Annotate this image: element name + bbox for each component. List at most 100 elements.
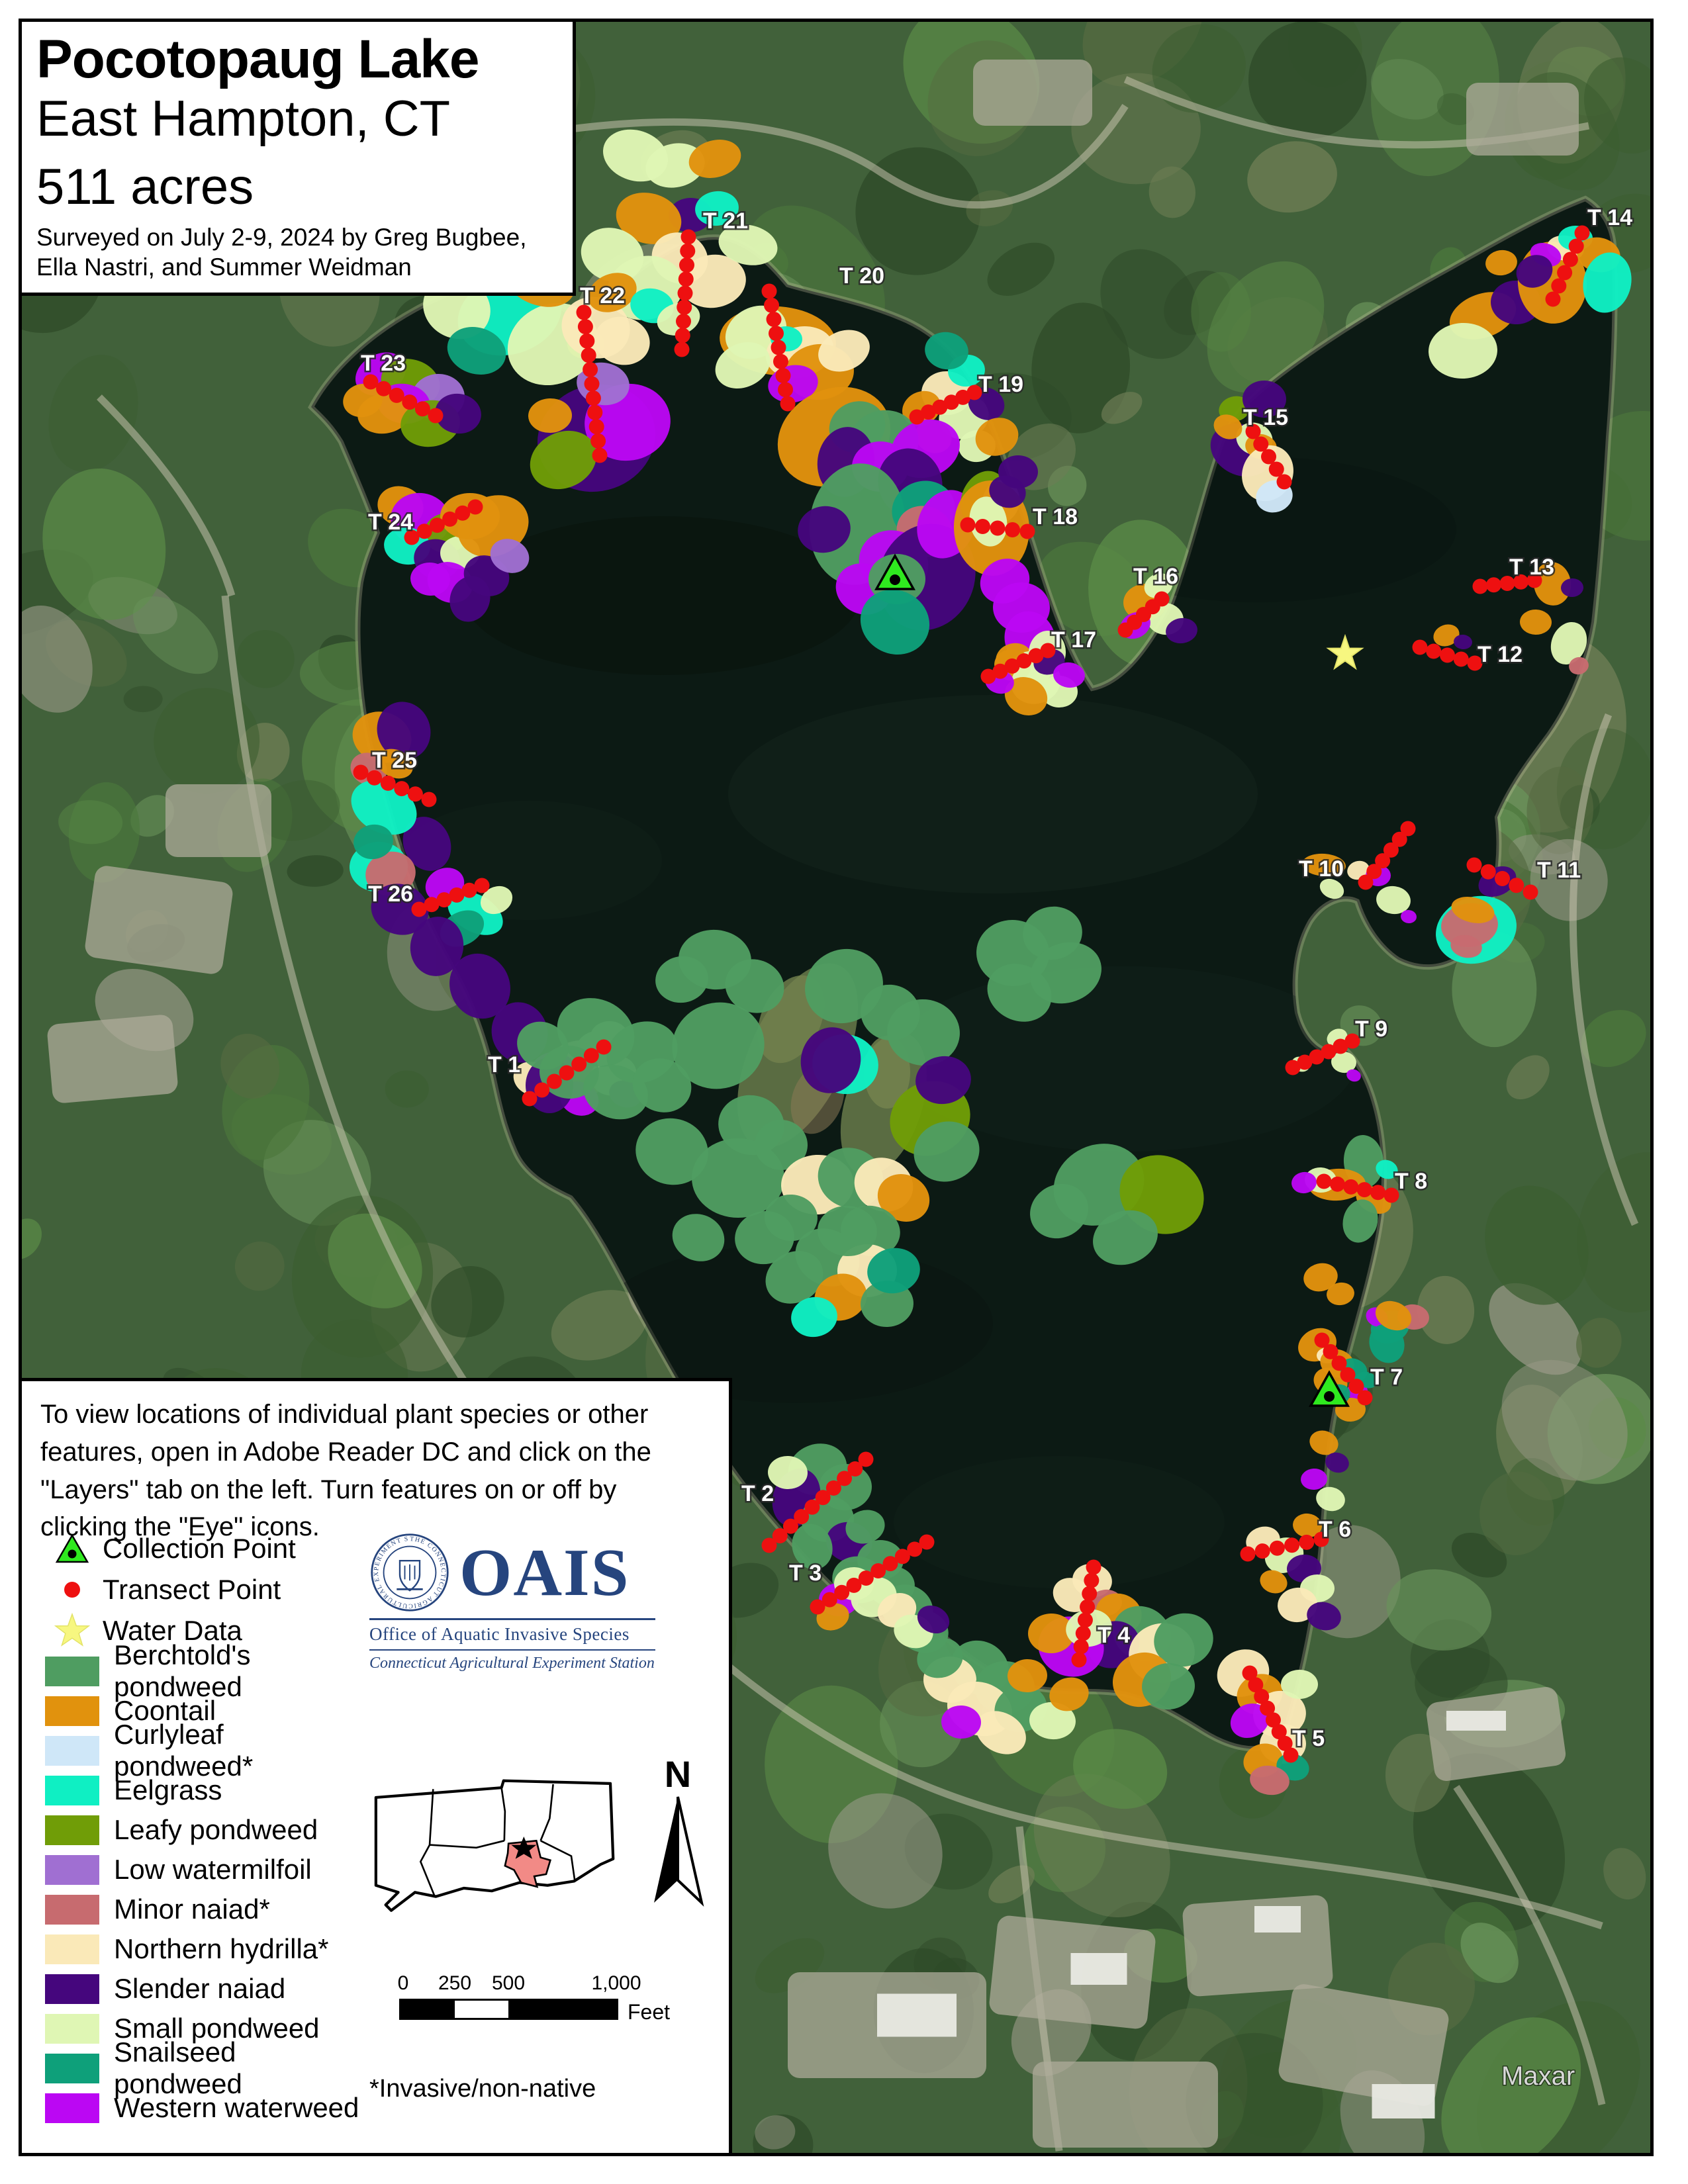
legend-item-species: Northern hydrilla*	[42, 1929, 359, 1969]
transect-label: T 22	[580, 283, 625, 308]
transect-label: T 14	[1587, 205, 1632, 230]
transect-point-dot	[546, 1073, 562, 1089]
transect-point-dot	[960, 517, 976, 533]
scale-bar-graphic	[399, 1999, 618, 2020]
transect-point-dot	[1366, 864, 1382, 880]
transect-point-dot	[980, 668, 996, 684]
transect-label: T 11	[1537, 858, 1581, 883]
oais-logo: THE CONNECTICUT AGRICULTURAL EXPERIMENT …	[369, 1532, 664, 1672]
legend-box: To view locations of individual plant sp…	[19, 1378, 732, 2156]
transect-point-dot	[376, 381, 392, 396]
north-label: N	[664, 1753, 692, 1795]
lake-location-star-icon	[511, 1836, 537, 1859]
transect-point-dot	[907, 1541, 923, 1557]
transect-point-dot	[429, 518, 445, 533]
transect-label: T 3	[789, 1561, 821, 1586]
species-legend-list: Berchtold's pondweed Coontail Curlyleaf po…	[42, 1639, 359, 2128]
transect-point-dot	[587, 404, 603, 420]
transect-label: T 5	[1292, 1726, 1325, 1751]
species-label: Western waterweed	[114, 2092, 359, 2123]
transect-point-dot	[1242, 1665, 1258, 1681]
transect-point-dot	[1343, 1179, 1359, 1195]
transect-point-dot	[584, 376, 600, 392]
transect-point-dot	[583, 1048, 599, 1064]
connecticut-inset-map	[374, 1779, 615, 1912]
transect-point-dot	[1486, 577, 1501, 593]
lake-location: East Hampton, CT	[36, 91, 451, 148]
transect-point-dot	[1253, 436, 1269, 452]
transect-label: T 10	[1299, 856, 1344, 882]
transect-point-dot	[581, 347, 596, 363]
transect-label: T 13	[1509, 555, 1554, 580]
species-color-swatch	[45, 2053, 99, 2083]
transect-point-dot	[1453, 651, 1469, 667]
transect-point-dot	[1080, 1599, 1096, 1615]
transect-point-dot	[761, 1537, 777, 1553]
transect-point-dot	[411, 901, 427, 917]
transect-point-dot	[678, 271, 694, 287]
transect-point-dot	[677, 285, 693, 301]
transect-point-dot	[583, 361, 598, 377]
legend-item-species: Western waterweed	[42, 2088, 359, 2128]
transect-point-dot	[534, 1082, 550, 1098]
scale-unit: Feet	[628, 2000, 671, 2024]
north-arrow-icon	[654, 1796, 704, 1907]
transect-point-dot	[596, 1039, 612, 1055]
transect-point-dot	[677, 299, 692, 315]
transect-point-dot	[858, 1451, 874, 1467]
transect-point-dot	[467, 499, 483, 515]
transect-point-dot	[932, 399, 948, 415]
species-color-swatch	[45, 1656, 99, 1686]
transect-label: T 18	[1033, 504, 1078, 529]
transect-point-dot	[1004, 658, 1020, 674]
transect-label: T 16	[1133, 564, 1178, 589]
transect-label: T 1	[488, 1052, 520, 1077]
transect-point-dot	[588, 419, 604, 435]
plant-bed-polygons	[343, 129, 1632, 1796]
transect-point-dot	[1254, 1543, 1270, 1559]
scale-bar: 0 250 500 1,000 Feet	[398, 1972, 710, 2024]
transect-label: T 9	[1355, 1017, 1387, 1042]
transect-point-dot	[436, 892, 452, 908]
legend-item-species: Eelgrass	[42, 1770, 359, 1810]
species-label: Snailseed pondweed	[114, 2036, 242, 2099]
species-color-swatch	[45, 2013, 99, 2044]
transect-point-dot	[804, 1499, 820, 1515]
transect-point-dot	[1523, 884, 1538, 900]
transect-point-dot	[394, 781, 410, 797]
layers-instructions: To view locations of individual plant sp…	[40, 1400, 651, 1542]
transect-point-dot	[769, 326, 784, 341]
transect-point-dot	[461, 882, 477, 898]
transect-point-dot	[1383, 842, 1399, 858]
transect-point-dot	[1016, 653, 1032, 669]
legend-items: Collection Point Transect Point Water Da…	[42, 1528, 359, 2128]
transect-point-dot	[416, 523, 432, 539]
transect-point-dot	[1254, 1688, 1270, 1704]
transect-point-dot	[772, 1528, 788, 1544]
transect-point-dot	[1284, 1537, 1300, 1553]
transect-point-dot	[1495, 871, 1510, 886]
transect-point-dot	[1391, 831, 1407, 847]
transect-point-dot	[771, 340, 786, 355]
satellite-basemap: T 1 T 2 T 3 T 4 T 5 T 6 T 7 T 8 T 9 T 10 T 11 T 12 T…	[22, 22, 1650, 2153]
transect-point-dot	[1329, 1176, 1345, 1192]
transect-point-dot	[858, 1570, 874, 1586]
transect-point-dot	[1277, 1735, 1293, 1751]
species-label: Curlyleaf pondweed*	[114, 1719, 254, 1782]
transect-point-dot	[1344, 1033, 1360, 1049]
transect-point-dot	[920, 404, 936, 420]
transect-point-dot	[847, 1461, 863, 1477]
transect-point-dot	[1313, 1531, 1329, 1547]
caes-station-name: Connecticut Agricultural Experiment Stat…	[369, 1655, 655, 1672]
transect-point-dot	[577, 319, 593, 335]
collection-point-marker	[1309, 1370, 1350, 1407]
transect-point-dot	[1370, 1185, 1386, 1201]
transect-point-dot	[909, 409, 925, 425]
transect-point-dot	[778, 382, 793, 398]
transect-point-dot	[1019, 523, 1035, 539]
transect-point-dot	[402, 394, 418, 410]
legend-item-species: Curlyleaf pondweed*	[42, 1719, 359, 1782]
legend-item-transect-point: Transect Point	[42, 1569, 359, 1610]
species-color-swatch	[45, 2093, 99, 2123]
lake-survey-map: T 1 T 2 T 3 T 4 T 5 T 6 T 7 T 8 T 9 T 10 T 11 T 12 T…	[19, 19, 1654, 2156]
